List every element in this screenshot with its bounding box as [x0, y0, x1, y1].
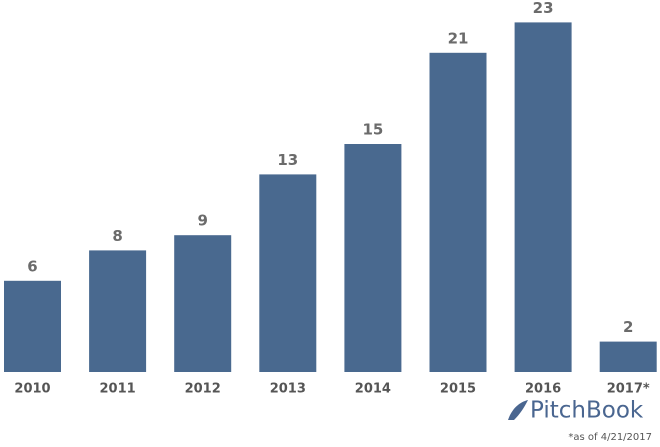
bar — [174, 235, 232, 372]
logo: PitchBook — [508, 398, 644, 424]
logo-icon — [508, 400, 528, 420]
bar — [344, 144, 402, 372]
x-tick-label: 2015 — [440, 382, 476, 397]
data-label: 6 — [27, 257, 37, 275]
x-tick-label: 2013 — [270, 382, 306, 397]
bar — [429, 52, 487, 373]
x-tick-label: 2010 — [14, 382, 50, 397]
x-tick-label: 2016 — [525, 382, 561, 397]
footnote: *as of 4/21/2017 — [568, 432, 652, 443]
bar — [4, 280, 61, 372]
data-label: 8 — [112, 227, 122, 245]
x-tick-label: 2011 — [100, 382, 136, 397]
logo-text: PitchBook — [530, 398, 644, 424]
data-label: 15 — [362, 121, 383, 139]
data-label: 21 — [448, 29, 469, 47]
bar — [89, 250, 147, 372]
data-label: 23 — [533, 0, 554, 17]
bar — [599, 341, 657, 372]
bar — [259, 174, 317, 372]
data-label: 13 — [277, 151, 298, 169]
bar — [514, 22, 572, 373]
x-tick-label: 2017* — [607, 382, 650, 397]
x-tick-label: 2014 — [355, 382, 391, 397]
data-label: 9 — [197, 212, 207, 230]
x-tick-label: 2012 — [185, 382, 221, 397]
data-label: 2 — [623, 318, 633, 336]
